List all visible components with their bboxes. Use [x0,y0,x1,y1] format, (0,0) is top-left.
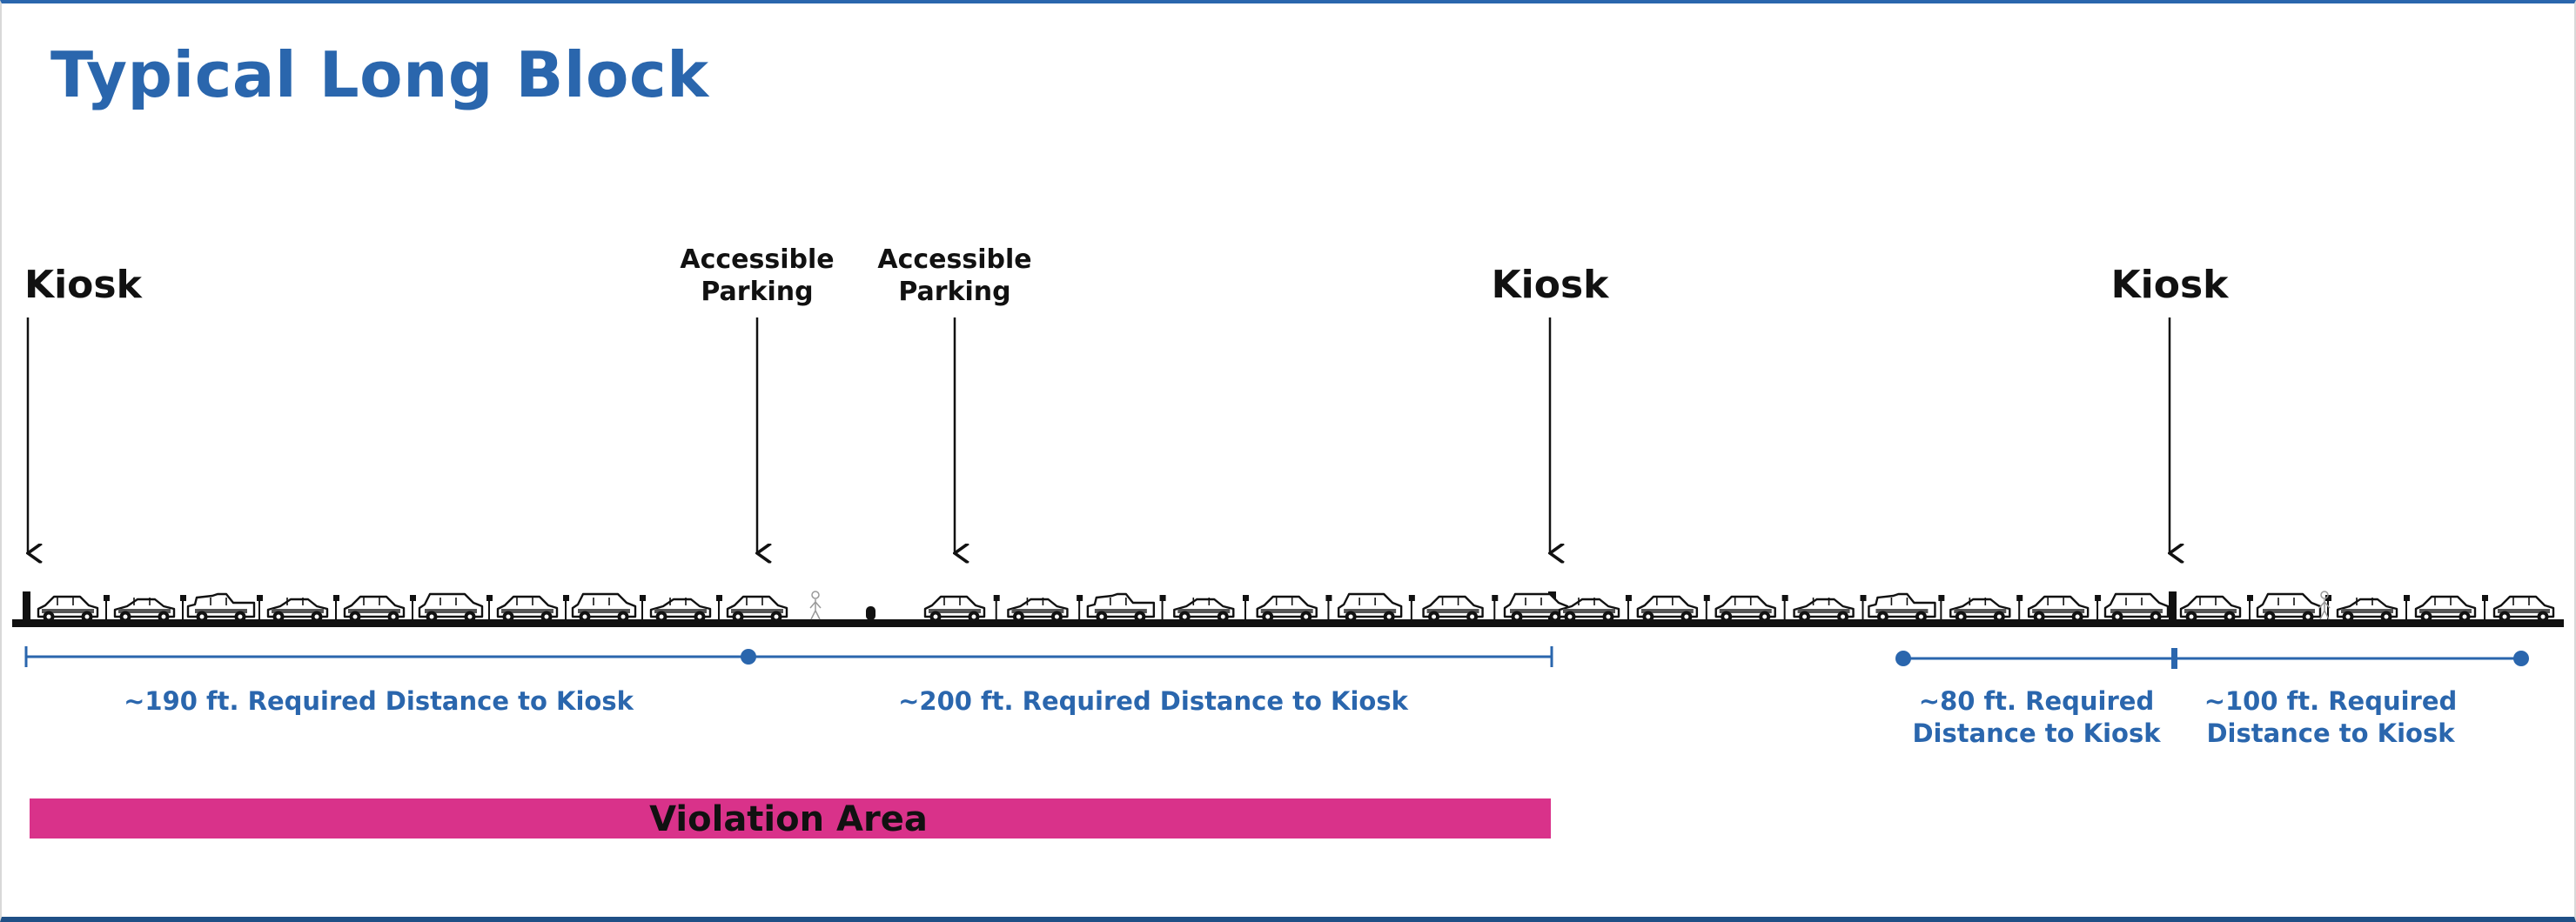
parking-meter-18 [1703,595,1710,620]
kiosk-3-label: Kiosk [2111,263,2231,307]
parked-car-15 [1256,595,1318,623]
parked-car-21 [1714,595,1776,623]
parking-meter-3 [257,595,263,620]
dimension-node-right-end [2513,651,2529,666]
dimension-node-right-start [1895,651,1911,666]
kiosk-3-callout: Kiosk [2111,263,2231,553]
dist-100-label: ~100 ft. Required Distance to Kiosk [2204,686,2458,748]
parking-meter-7 [563,595,569,620]
callout-layer: Kiosk Accessible Parking Accessible Parking K… [24,244,2230,553]
parked-car-12 [1007,598,1069,623]
parking-meter-25 [2325,595,2331,620]
parked-car-27 [2179,595,2242,623]
parked-car-16 [1337,592,1403,623]
parking-meter-19 [1781,595,1788,620]
parking-meter-21 [1938,595,1945,620]
dimension-tick-kiosk-3 [2171,648,2177,669]
kiosk-post-3 [2169,591,2177,623]
parked-car-25 [2027,595,2090,623]
parked-car-10 [726,595,788,623]
parked-car-8 [571,592,637,623]
street-layer [12,591,2564,627]
parking-meter-26 [2404,595,2410,620]
parked-car-30 [2414,595,2477,623]
parked-car-23 [1868,592,1936,623]
parked-car-14 [1173,598,1235,623]
parked-car-18 [1503,592,1569,623]
accessible-2-label: Accessible Parking [877,244,1031,307]
parking-meter-9 [716,595,722,620]
parking-meter-14 [1325,595,1332,620]
accessible-2-callout: Accessible Parking [877,244,1032,553]
parked-car-19 [1558,598,1620,623]
parking-meter-11 [1077,595,1083,620]
parked-car-4 [266,598,329,623]
parking-meter-16 [1492,595,1499,620]
kiosk-2-callout: Kiosk [1492,263,1611,553]
violation-area-bar [30,798,1551,838]
parked-car-7 [496,595,559,623]
dimension-layer: ~190 ft. Required Distance to Kiosk ~200 … [24,646,2529,748]
parking-meter-1 [104,595,110,620]
kiosk-2-label: Kiosk [1492,263,1611,307]
parked-car-22 [1793,598,1855,623]
parking-meter-22 [2016,595,2023,620]
accessible-1-label: Accessible Parking [680,244,834,307]
parking-meter-10 [993,595,1000,620]
parking-meter-17 [1625,595,1632,620]
dist-80-label: ~80 ft. Required Distance to Kiosk [1912,686,2161,748]
parked-car-3 [186,592,256,623]
page-title: Typical Long Block [50,38,709,111]
parked-car-24 [1949,598,2011,623]
parked-car-26 [2103,592,2170,623]
bollard-icon [866,606,875,620]
parked-car-2 [113,598,176,623]
violation-layer: Violation Area [30,798,1551,839]
parking-meter-5 [410,595,416,620]
parking-meter-8 [640,595,646,620]
pedestrian-icon-2 [2318,591,2331,620]
parking-meter-13 [1243,595,1249,620]
parking-meter-27 [2482,595,2488,620]
pedestrian-icon-1 [809,591,822,620]
accessible-1-callout: Accessible Parking [680,244,835,553]
violation-area-label: Violation Area [649,799,928,839]
dist-200-label: ~200 ft. Required Distance to Kiosk [898,686,1408,716]
parking-meter-23 [2095,595,2102,620]
parking-meter-4 [333,595,339,620]
parked-car-11 [923,595,986,623]
parking-meter-24 [2247,595,2253,620]
kiosk-1-callout: Kiosk [24,263,144,553]
parked-car-6 [418,592,484,623]
parked-car-31 [2492,595,2555,623]
parked-car-13 [1086,592,1156,623]
parking-meter-20 [1860,595,1867,620]
kiosk-1-label: Kiosk [24,263,144,307]
parked-car-9 [649,598,712,623]
parked-car-17 [1422,595,1484,623]
parked-car-28 [2256,592,2322,623]
parking-meter-6 [486,595,493,620]
parked-car-1 [37,595,99,623]
parked-car-20 [1636,595,1699,623]
parked-car-5 [343,595,406,623]
parked-car-29 [2336,598,2398,623]
parking-meter-15 [1408,595,1415,620]
curb-line [12,619,2564,627]
kiosk-post-1 [23,591,30,623]
parking-meter-2 [180,595,186,620]
dimension-node-accessible [741,649,756,665]
dist-190-label: ~190 ft. Required Distance to Kiosk [124,686,634,716]
parking-meter-12 [1159,595,1166,620]
